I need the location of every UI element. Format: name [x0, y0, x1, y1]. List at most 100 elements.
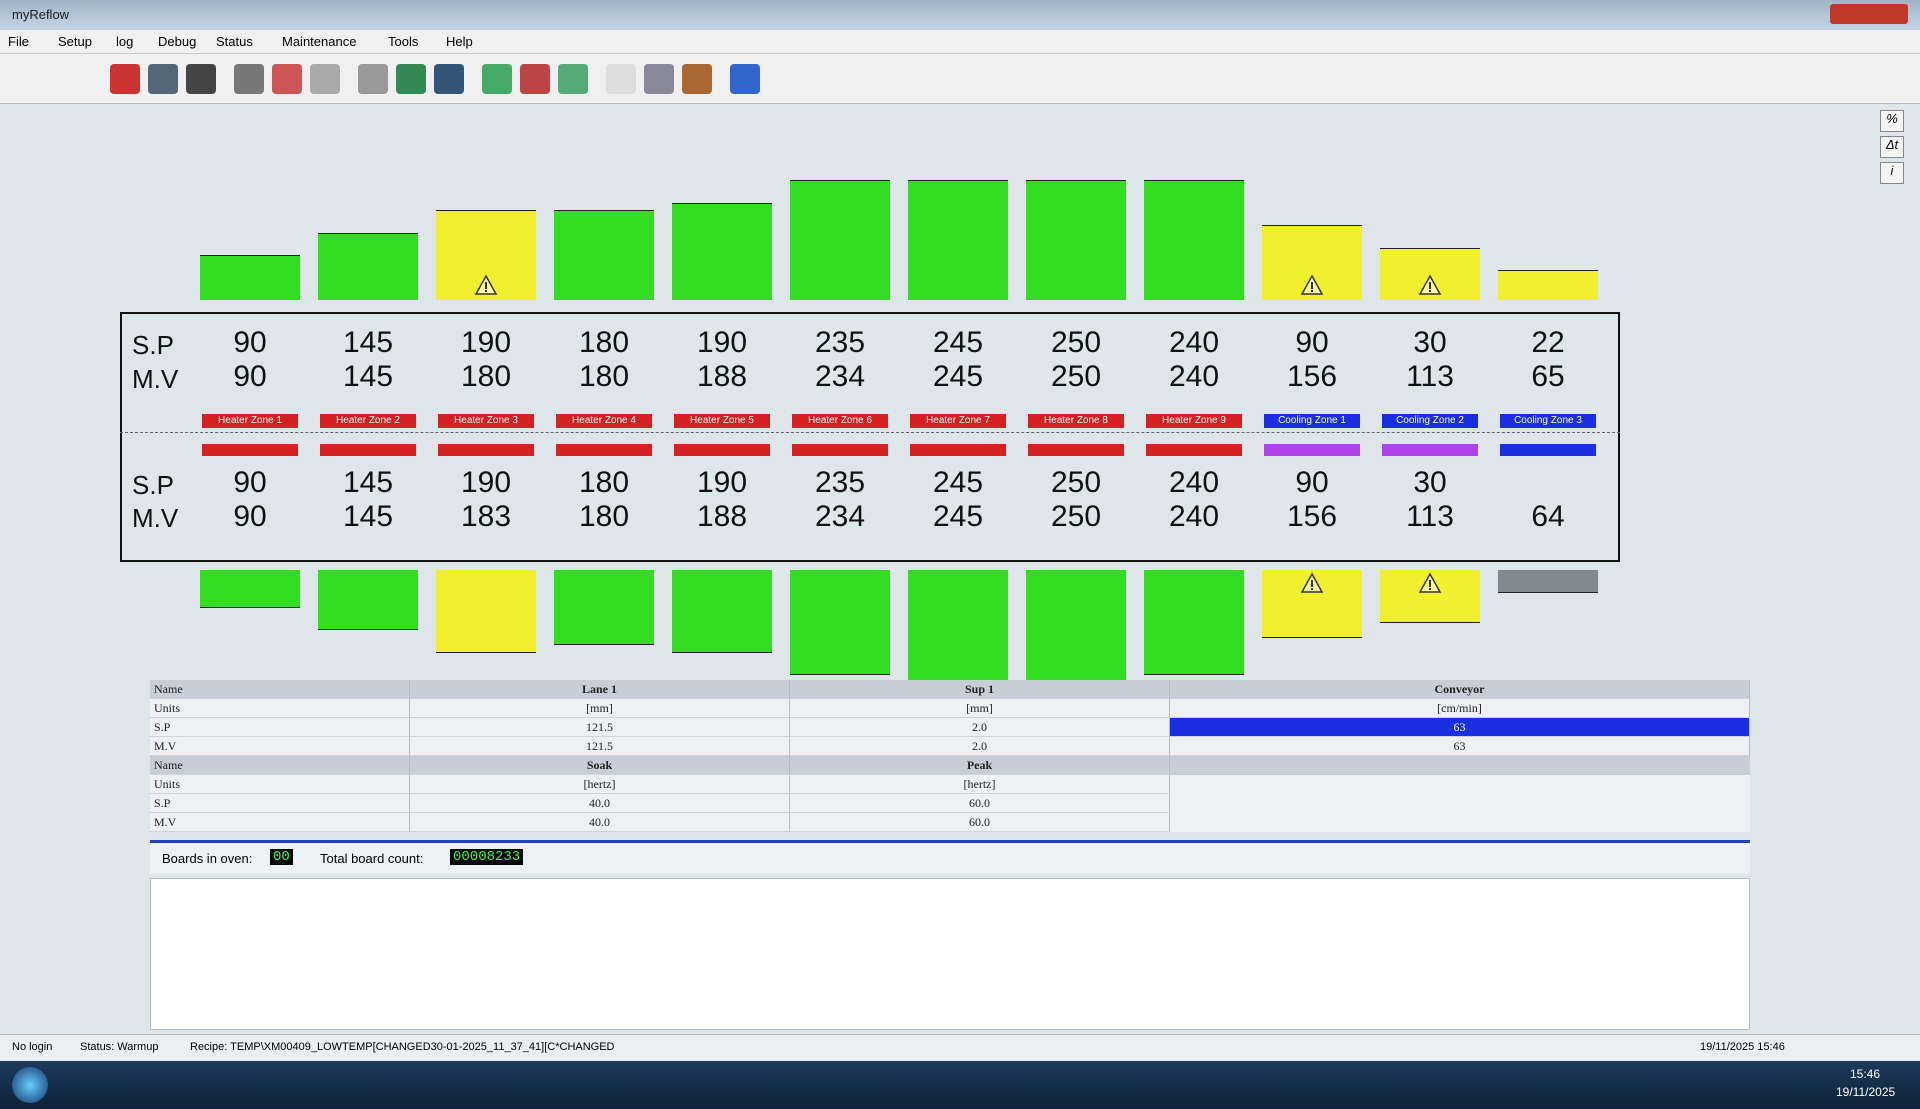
zone-bar-top [554, 210, 654, 300]
taskbar: 15:46 19/11/2025 [0, 1061, 1920, 1109]
zone-tag: Cooling Zone 3 [1500, 414, 1596, 428]
zone-bar-bottom [318, 570, 418, 630]
table-cell: Name [150, 756, 410, 775]
table-row [150, 699, 1750, 718]
menu-item[interactable]: Setup [58, 34, 92, 49]
menu-item[interactable]: Debug [158, 34, 197, 49]
table-cell: 121.5 [410, 718, 790, 737]
tool-button[interactable] [434, 64, 464, 94]
top-mv-value: 90 [233, 360, 267, 393]
zone-bar-top [1498, 270, 1598, 300]
zone-tag: Heater Zone 3 [438, 414, 534, 428]
tool-button[interactable] [148, 64, 178, 94]
top-sp-value: 245 [932, 326, 984, 359]
table-cell: 121.5 [410, 737, 790, 756]
top-mv-value: 245 [932, 360, 984, 393]
side-button[interactable]: i [1880, 162, 1904, 184]
top-mv-value: 240 [1168, 360, 1220, 393]
top-sp-value: 145 [342, 326, 394, 359]
zone-bar-top [318, 232, 418, 300]
zone-tag: Cooling Zone 1 [1264, 414, 1360, 428]
tool-button[interactable] [482, 64, 512, 94]
bottom-sp-value: 90 [233, 466, 267, 499]
table-row [150, 737, 1750, 756]
tool-button[interactable] [644, 64, 674, 94]
tool-button[interactable] [310, 64, 340, 94]
table-cell: S.P [150, 794, 410, 813]
menu-item[interactable]: Help [446, 34, 473, 49]
top-mv-value: 180 [578, 360, 630, 393]
tool-button[interactable] [110, 64, 140, 94]
menu-item[interactable]: Maintenance [282, 34, 357, 49]
bottom-mv-value: 245 [932, 500, 984, 533]
top-sp-value: 190 [460, 326, 512, 359]
tool-button[interactable] [396, 64, 426, 94]
total-value: 00008233 [450, 849, 524, 865]
boards-value: 00 [270, 849, 293, 865]
tool-button[interactable] [730, 64, 760, 94]
menu-item[interactable]: Status [216, 34, 253, 49]
table-cell: Peak [790, 756, 1170, 775]
tool-button[interactable] [234, 64, 264, 94]
top-mv-value: 234 [814, 360, 866, 393]
top-mv-value: 250 [1050, 360, 1102, 393]
table-cell: [hertz] [790, 775, 1170, 794]
tool-button[interactable] [558, 64, 588, 94]
tool-button[interactable] [520, 64, 550, 94]
table-cell: 40.0 [410, 794, 790, 813]
zone-frame [120, 312, 1620, 562]
top-sp-value: 250 [1050, 326, 1102, 359]
table-cell: Sup 1 [790, 680, 1170, 699]
row-label: S.P [132, 470, 174, 500]
table-cell: 63 [1170, 718, 1750, 737]
warning-icon [474, 274, 498, 295]
zone-tag: Heater Zone 9 [1146, 414, 1242, 428]
zone-tag: Heater Zone 4 [556, 414, 652, 428]
table-cell: 2.0 [790, 737, 1170, 756]
tool-button[interactable] [186, 64, 216, 94]
menu-bar: File Setup log Debug Status Maintenance Tools H… [0, 30, 1920, 54]
bottom-sp-value: 190 [696, 466, 748, 499]
status-bar: No login Status: Warmup Recipe: TEMP\XM0… [0, 1034, 1920, 1060]
bottom-sp-value: 180 [578, 466, 630, 499]
bottom-sp-value: 235 [814, 466, 866, 499]
table-row [150, 813, 1750, 832]
zone-strip [1146, 444, 1242, 456]
zone-strip [792, 444, 888, 456]
zone-bar-bottom [908, 570, 1008, 683]
menu-item[interactable]: File [8, 34, 29, 49]
tool-button[interactable] [682, 64, 712, 94]
bottom-mv-value: 183 [460, 500, 512, 533]
conveyor-line [120, 432, 1620, 433]
tool-button[interactable] [358, 64, 388, 94]
top-mv-value: 188 [696, 360, 748, 393]
bottom-sp-value: 245 [932, 466, 984, 499]
toolbar [0, 54, 1920, 104]
table-cell: Soak [410, 756, 790, 775]
table-cell: 60.0 [790, 813, 1170, 832]
start-button[interactable] [12, 1067, 48, 1103]
table-cell: 2.0 [790, 718, 1170, 737]
side-button[interactable]: Δt [1880, 136, 1904, 158]
zone-tag: Heater Zone 2 [320, 414, 416, 428]
tool-button[interactable] [272, 64, 302, 94]
zone-bar-top [908, 180, 1008, 300]
zone-bar-bottom [1144, 570, 1244, 675]
counter-bar: Boards in oven: 00 Total board count: 00… [150, 840, 1750, 874]
window-controls[interactable] [1830, 4, 1908, 24]
top-sp-value: 180 [578, 326, 630, 359]
tool-button[interactable] [606, 64, 636, 94]
menu-item[interactable]: log [116, 34, 134, 49]
side-button[interactable]: % [1880, 110, 1904, 132]
top-sp-value: 240 [1168, 326, 1220, 359]
datetime: 19/11/2025 15:46 [1700, 1041, 1785, 1053]
title-bar: myReflow [0, 0, 1920, 30]
login: No login [12, 1041, 53, 1053]
top-mv-value: 65 [1531, 360, 1565, 393]
zone-bar-bottom [1498, 570, 1598, 593]
menu-item[interactable]: Tools [388, 34, 419, 49]
bottom-mv-value: 145 [342, 500, 394, 533]
table-cell: M.V [150, 813, 410, 832]
row-label: M.V [132, 503, 179, 533]
